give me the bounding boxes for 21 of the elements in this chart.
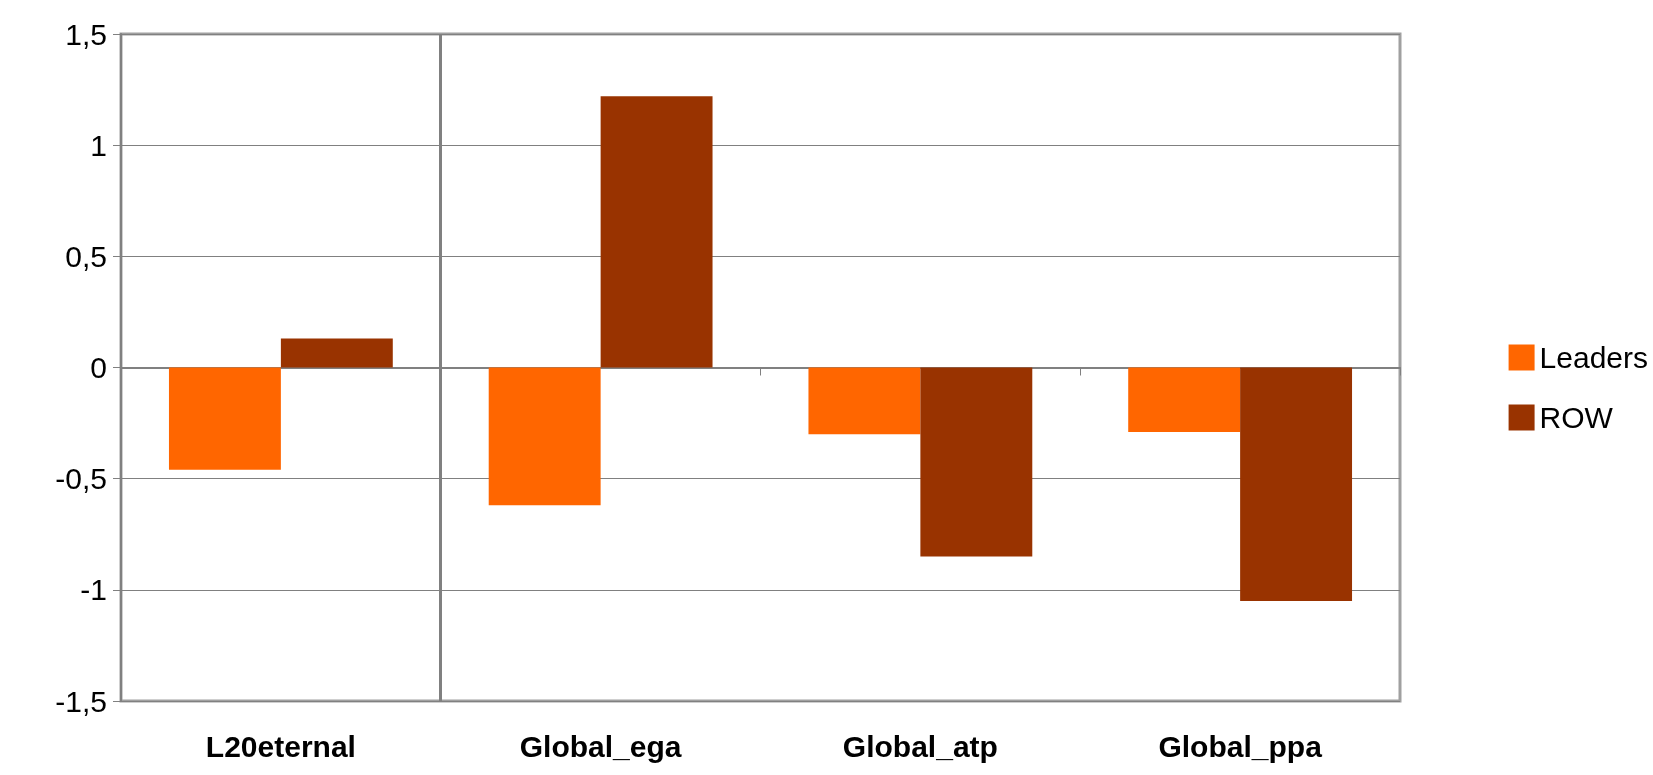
- y-tick-label: -0,5: [55, 462, 107, 496]
- x-tick-label: Global_ega: [519, 729, 682, 763]
- y-tick-label: -1: [80, 573, 107, 607]
- y-tick-label: 0,5: [65, 239, 107, 273]
- x-tick-label: Global_atp: [842, 729, 998, 763]
- bar: [488, 367, 601, 506]
- bar: [1128, 367, 1241, 432]
- y-tick-label: 0: [90, 351, 107, 384]
- x-tick-label: L20eternal: [205, 729, 356, 763]
- legend-label: Leaders: [1539, 341, 1649, 374]
- x-tick-label: Global_ppa: [1158, 729, 1323, 763]
- bar: [808, 367, 921, 435]
- legend-label: ROW: [1539, 401, 1614, 434]
- bar: [600, 96, 713, 368]
- bar: [168, 367, 281, 470]
- bar: [920, 367, 1033, 557]
- bar: [1240, 367, 1353, 601]
- bar: [280, 338, 393, 368]
- y-tick-label: 1: [90, 128, 107, 162]
- y-tick-label: -1,5: [55, 684, 107, 718]
- y-tick-label: 1,5: [65, 17, 107, 51]
